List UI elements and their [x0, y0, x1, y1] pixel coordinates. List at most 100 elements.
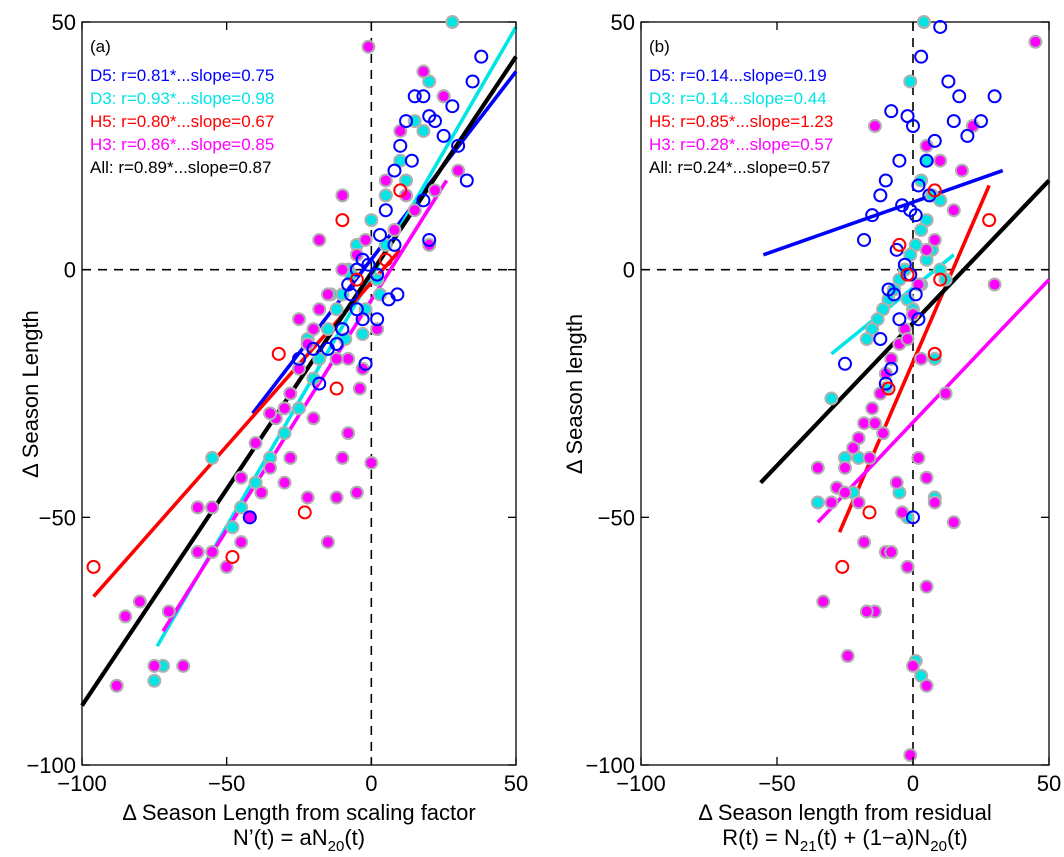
- data-point-d5: [422, 232, 437, 247]
- data-point-d3: [810, 495, 825, 510]
- data-point-h3: [451, 163, 466, 178]
- data-point-h3: [810, 460, 825, 475]
- data-point-d5: [927, 133, 942, 148]
- data-point-d5: [878, 173, 893, 188]
- data-point-d3: [364, 213, 379, 228]
- panel-label: (b): [649, 37, 670, 56]
- data-point-d5: [378, 203, 393, 218]
- data-point-d3: [225, 520, 240, 535]
- y-tick-label: 0: [623, 258, 635, 283]
- legend-entry-d5: D5: r=0.14...slope=0.19: [649, 66, 827, 85]
- data-point-h3: [300, 490, 315, 505]
- data-point-d5: [404, 153, 419, 168]
- data-point-d5: [292, 351, 306, 366]
- data-point-h3: [147, 658, 162, 673]
- data-point-h3: [312, 232, 327, 247]
- data-point-d5: [952, 89, 967, 104]
- data-point-h3: [378, 173, 393, 188]
- data-point-d5: [416, 193, 431, 208]
- data-point-d5: [974, 114, 988, 129]
- data-point-d5: [892, 312, 907, 327]
- data-point-d5: [911, 178, 926, 193]
- data-point-d5: [946, 114, 961, 129]
- data-point-h3: [422, 237, 437, 252]
- data-point-d5: [884, 361, 899, 376]
- reference-lines: [82, 22, 516, 765]
- data-point-d3: [370, 272, 385, 287]
- axis-ticks: −100 −50 0 50 −100 −50 0 50: [585, 10, 1061, 796]
- plot-area-frame: [640, 21, 1050, 766]
- data-point-d5: [370, 267, 385, 282]
- data-point-d5: [422, 109, 437, 124]
- data-point-h3: [306, 411, 321, 426]
- data-point-d5: [865, 208, 880, 223]
- x-tick-label: −50: [758, 771, 795, 796]
- data-point-d5: [884, 104, 899, 119]
- panel-b: −100 −50 0 50 −100 −50 0 50 (b) D5: r=0.14...sl…: [562, 10, 1061, 855]
- data-point-h5: [927, 183, 942, 198]
- data-point-d5: [465, 74, 480, 89]
- data-point-h3: [335, 450, 350, 465]
- data-point-d5: [892, 153, 907, 168]
- data-point-h5: [297, 505, 312, 520]
- data-point-d5: [911, 312, 926, 327]
- data-point-h3: [205, 500, 220, 515]
- data-point-d5: [908, 287, 923, 302]
- data-point-h3: [946, 515, 961, 530]
- data-point-h3: [132, 594, 147, 609]
- data-point-h5: [892, 237, 907, 252]
- data-point-h3: [416, 64, 431, 79]
- data-point-h3: [341, 426, 356, 441]
- data-point-h3: [352, 381, 367, 396]
- data-point-h3: [190, 500, 205, 515]
- data-point-h3: [263, 406, 278, 421]
- data-point-h3: [1028, 34, 1043, 49]
- data-point-h3: [946, 203, 961, 218]
- data-point-h3: [862, 450, 877, 465]
- data-point-d3: [914, 223, 929, 238]
- data-point-d3: [355, 327, 370, 342]
- data-point-h3: [234, 535, 249, 550]
- data-point-h3: [370, 322, 385, 337]
- data-point-d5: [908, 208, 923, 223]
- data-point-h3: [283, 450, 298, 465]
- data-point-h3: [884, 545, 899, 560]
- data-point-d5: [373, 227, 388, 242]
- data-point-h3: [927, 495, 942, 510]
- data-point-h3: [987, 277, 1002, 292]
- data-point-h3: [933, 153, 948, 168]
- data-point-d5: [320, 341, 335, 356]
- y-tick-label: −100: [26, 753, 76, 778]
- legend-entry-h5: H5: r=0.85*...slope=1.23: [649, 112, 833, 131]
- x-tick-label: 50: [504, 771, 528, 796]
- data-point-h5: [862, 505, 877, 520]
- data-point-d5: [873, 332, 888, 347]
- plot-area-frame: [81, 21, 517, 766]
- data-point-d5: [399, 114, 414, 129]
- data-points: [810, 15, 1043, 763]
- legend-entry-all: All: r=0.89*...slope=0.87: [90, 158, 271, 177]
- data-point-h3: [254, 485, 269, 500]
- data-point-d5: [355, 312, 370, 327]
- data-point-h3: [876, 426, 891, 441]
- data-point-d5: [370, 312, 385, 327]
- data-point-h3: [341, 351, 356, 366]
- data-point-h3: [292, 361, 306, 376]
- data-point-h5: [271, 346, 286, 361]
- data-point-h3: [867, 119, 882, 134]
- data-point-h3: [838, 460, 852, 475]
- data-point-d5: [387, 163, 402, 178]
- x-tick-label: 50: [1037, 771, 1061, 796]
- data-point-h3: [306, 322, 321, 337]
- data-point-d3: [416, 123, 431, 138]
- data-point-d5: [857, 232, 872, 247]
- fit-line-all: [80, 55, 518, 707]
- data-point-d5: [960, 128, 975, 143]
- data-point-h3: [900, 332, 915, 347]
- data-point-h3: [889, 475, 904, 490]
- data-point-h3: [329, 490, 344, 505]
- data-point-h3: [190, 545, 205, 560]
- x-axis-label: Δ Season length from residual: [698, 800, 992, 825]
- data-point-d3: [292, 401, 306, 416]
- data-point-h3: [263, 460, 278, 475]
